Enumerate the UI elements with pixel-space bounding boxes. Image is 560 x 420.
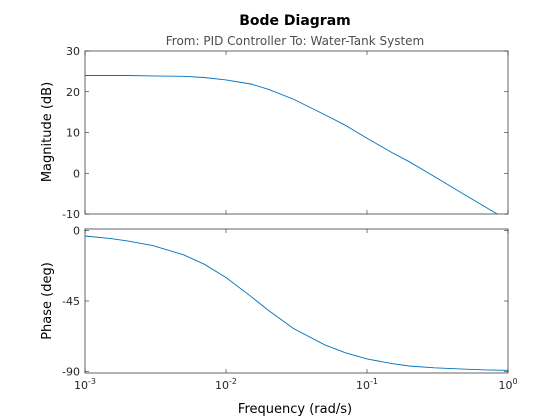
chart-title: Bode Diagram bbox=[239, 13, 351, 29]
magnitude-series-line bbox=[85, 75, 499, 215]
chart-subtitle: From: PID Controller To: Water-Tank Syst… bbox=[166, 34, 425, 48]
x-tick-label: 10-3 bbox=[74, 377, 96, 392]
x-tick-label: 10-1 bbox=[356, 377, 378, 392]
magnitude-axes bbox=[84, 50, 509, 215]
x-axis-label: Frequency (rad/s) bbox=[238, 402, 352, 417]
x-tick-label: 100 bbox=[498, 377, 517, 392]
magnitude-y-tick-label: 10 bbox=[66, 127, 80, 140]
phase-y-tick-label: -90 bbox=[62, 365, 80, 378]
phase-series-line bbox=[84, 235, 509, 371]
magnitude-y-tick-label: 30 bbox=[66, 45, 80, 58]
magnitude-y-label: Magnitude (dB) bbox=[40, 82, 55, 182]
magnitude-y-tick-label: 20 bbox=[66, 86, 80, 99]
x-tick-label: 10-2 bbox=[215, 377, 237, 392]
phase-y-label: Phase (deg) bbox=[40, 262, 55, 340]
phase-axes bbox=[84, 228, 509, 374]
phase-y-tick-label: -45 bbox=[62, 295, 80, 308]
phase-y-tick-label: 0 bbox=[73, 225, 80, 238]
magnitude-y-tick-label: -10 bbox=[62, 208, 80, 221]
chart-marks: -10 0 10 20 30 -90 -45 0 10-3 10-2 10-1 100 bbox=[62, 45, 518, 392]
magnitude-y-tick-label: 0 bbox=[73, 167, 80, 180]
